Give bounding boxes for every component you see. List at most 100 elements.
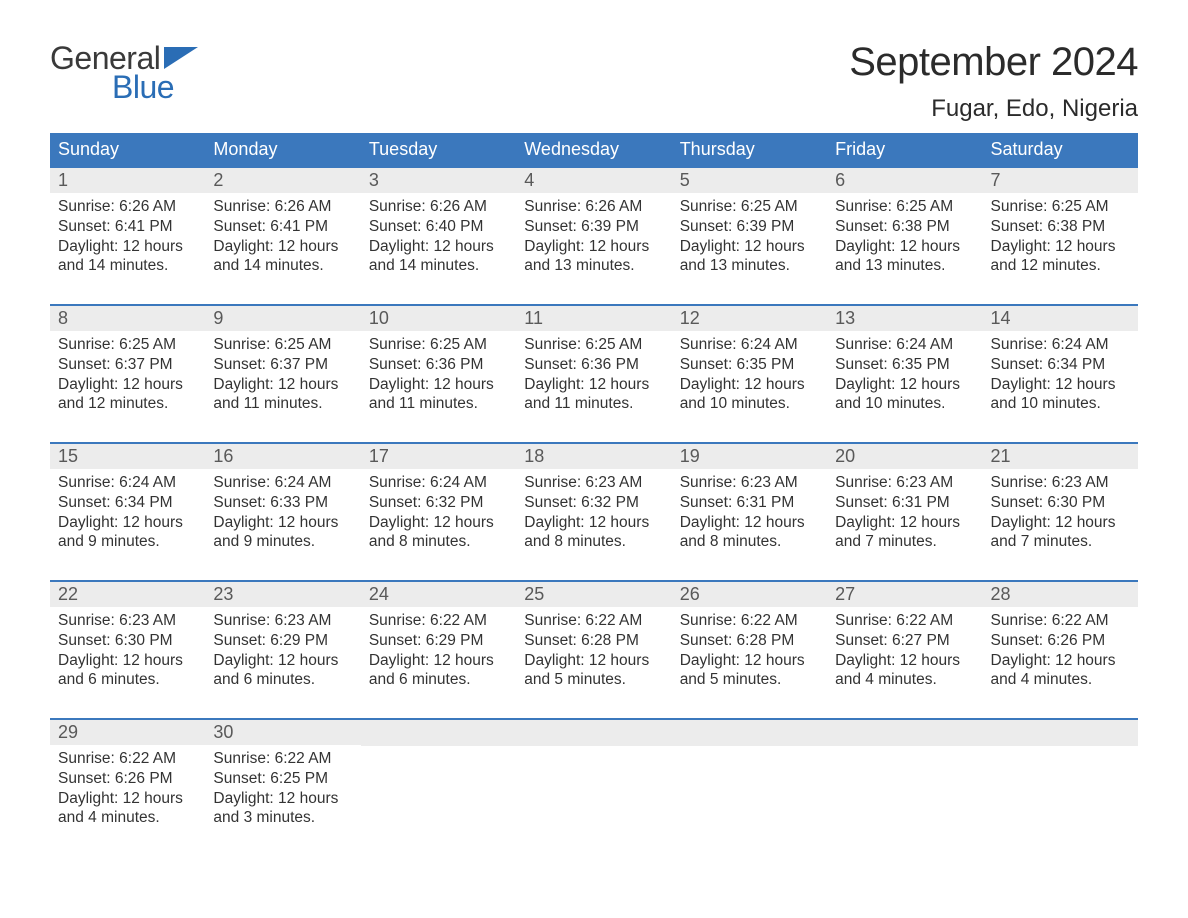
sunset-line: Sunset: 6:36 PM: [524, 355, 663, 375]
sunset-line: Sunset: 6:26 PM: [991, 631, 1130, 651]
daylight-line-1: Daylight: 12 hours: [213, 375, 352, 395]
day-number: 7: [983, 168, 1138, 193]
day-cell: [672, 720, 827, 842]
sunrise-line: Sunrise: 6:23 AM: [213, 611, 352, 631]
daylight-line-1: Daylight: 12 hours: [213, 789, 352, 809]
sunrise-line: Sunrise: 6:23 AM: [991, 473, 1130, 493]
day-number: [516, 720, 671, 746]
sunset-line: Sunset: 6:34 PM: [58, 493, 197, 513]
daylight-line-1: Daylight: 12 hours: [58, 375, 197, 395]
day-number: 6: [827, 168, 982, 193]
sunset-line: Sunset: 6:30 PM: [991, 493, 1130, 513]
daylight-line-2: and 13 minutes.: [680, 256, 819, 276]
sunrise-line: Sunrise: 6:25 AM: [835, 197, 974, 217]
day-body: Sunrise: 6:22 AMSunset: 6:29 PMDaylight:…: [361, 607, 516, 698]
daylight-line-2: and 5 minutes.: [524, 670, 663, 690]
header: General Blue September 2024 Fugar, Edo, …: [50, 40, 1138, 123]
sunrise-line: Sunrise: 6:22 AM: [991, 611, 1130, 631]
dow-cell: Saturday: [983, 133, 1138, 166]
day-cell: 13Sunrise: 6:24 AMSunset: 6:35 PMDayligh…: [827, 306, 982, 428]
day-number: 22: [50, 582, 205, 607]
sunrise-line: Sunrise: 6:24 AM: [835, 335, 974, 355]
day-body: Sunrise: 6:23 AMSunset: 6:32 PMDaylight:…: [516, 469, 671, 560]
day-cell: 7Sunrise: 6:25 AMSunset: 6:38 PMDaylight…: [983, 168, 1138, 290]
sunrise-line: Sunrise: 6:25 AM: [213, 335, 352, 355]
daylight-line-2: and 12 minutes.: [991, 256, 1130, 276]
daylight-line-1: Daylight: 12 hours: [369, 651, 508, 671]
day-body: Sunrise: 6:24 AMSunset: 6:34 PMDaylight:…: [50, 469, 205, 560]
day-cell: 2Sunrise: 6:26 AMSunset: 6:41 PMDaylight…: [205, 168, 360, 290]
sunrise-line: Sunrise: 6:24 AM: [58, 473, 197, 493]
sunrise-line: Sunrise: 6:24 AM: [991, 335, 1130, 355]
day-body: Sunrise: 6:24 AMSunset: 6:35 PMDaylight:…: [827, 331, 982, 422]
daylight-line-2: and 10 minutes.: [835, 394, 974, 414]
sunrise-line: Sunrise: 6:26 AM: [213, 197, 352, 217]
day-body: Sunrise: 6:22 AMSunset: 6:26 PMDaylight:…: [50, 745, 205, 836]
day-cell: 18Sunrise: 6:23 AMSunset: 6:32 PMDayligh…: [516, 444, 671, 566]
day-body: Sunrise: 6:23 AMSunset: 6:31 PMDaylight:…: [827, 469, 982, 560]
sunset-line: Sunset: 6:34 PM: [991, 355, 1130, 375]
daylight-line-2: and 5 minutes.: [680, 670, 819, 690]
sunset-line: Sunset: 6:36 PM: [369, 355, 508, 375]
dow-cell: Thursday: [672, 133, 827, 166]
sunset-line: Sunset: 6:41 PM: [213, 217, 352, 237]
sunset-line: Sunset: 6:32 PM: [524, 493, 663, 513]
day-cell: 4Sunrise: 6:26 AMSunset: 6:39 PMDaylight…: [516, 168, 671, 290]
daylight-line-2: and 4 minutes.: [835, 670, 974, 690]
day-cell: [361, 720, 516, 842]
sunset-line: Sunset: 6:31 PM: [835, 493, 974, 513]
sunrise-line: Sunrise: 6:26 AM: [369, 197, 508, 217]
sunrise-line: Sunrise: 6:25 AM: [58, 335, 197, 355]
calendar-week: 29Sunrise: 6:22 AMSunset: 6:26 PMDayligh…: [50, 718, 1138, 842]
sunset-line: Sunset: 6:37 PM: [58, 355, 197, 375]
daylight-line-1: Daylight: 12 hours: [58, 789, 197, 809]
daylight-line-1: Daylight: 12 hours: [835, 651, 974, 671]
day-cell: 10Sunrise: 6:25 AMSunset: 6:36 PMDayligh…: [361, 306, 516, 428]
daylight-line-1: Daylight: 12 hours: [369, 375, 508, 395]
flag-icon: [164, 47, 198, 69]
daylight-line-1: Daylight: 12 hours: [369, 237, 508, 257]
day-cell: 27Sunrise: 6:22 AMSunset: 6:27 PMDayligh…: [827, 582, 982, 704]
day-cell: [516, 720, 671, 842]
daylight-line-1: Daylight: 12 hours: [524, 513, 663, 533]
dow-cell: Monday: [205, 133, 360, 166]
day-number: 13: [827, 306, 982, 331]
day-cell: 29Sunrise: 6:22 AMSunset: 6:26 PMDayligh…: [50, 720, 205, 842]
day-number: 26: [672, 582, 827, 607]
daylight-line-2: and 9 minutes.: [58, 532, 197, 552]
day-number: 1: [50, 168, 205, 193]
sunrise-line: Sunrise: 6:25 AM: [369, 335, 508, 355]
daylight-line-2: and 9 minutes.: [213, 532, 352, 552]
sunrise-line: Sunrise: 6:22 AM: [58, 749, 197, 769]
day-cell: 16Sunrise: 6:24 AMSunset: 6:33 PMDayligh…: [205, 444, 360, 566]
daylight-line-2: and 13 minutes.: [835, 256, 974, 276]
sunset-line: Sunset: 6:28 PM: [680, 631, 819, 651]
daylight-line-2: and 10 minutes.: [991, 394, 1130, 414]
sunset-line: Sunset: 6:26 PM: [58, 769, 197, 789]
sunrise-line: Sunrise: 6:23 AM: [58, 611, 197, 631]
location-text: Fugar, Edo, Nigeria: [849, 95, 1138, 123]
day-body: Sunrise: 6:23 AMSunset: 6:30 PMDaylight:…: [50, 607, 205, 698]
calendar: SundayMondayTuesdayWednesdayThursdayFrid…: [50, 133, 1138, 842]
sunrise-line: Sunrise: 6:26 AM: [524, 197, 663, 217]
sunrise-line: Sunrise: 6:24 AM: [213, 473, 352, 493]
daylight-line-1: Daylight: 12 hours: [524, 651, 663, 671]
day-number: 14: [983, 306, 1138, 331]
day-number: 30: [205, 720, 360, 745]
day-number: 24: [361, 582, 516, 607]
daylight-line-1: Daylight: 12 hours: [58, 651, 197, 671]
day-number: 18: [516, 444, 671, 469]
sunrise-line: Sunrise: 6:22 AM: [524, 611, 663, 631]
day-number: [827, 720, 982, 746]
day-cell: 17Sunrise: 6:24 AMSunset: 6:32 PMDayligh…: [361, 444, 516, 566]
day-cell: [983, 720, 1138, 842]
month-title: September 2024: [849, 40, 1138, 85]
day-body: Sunrise: 6:23 AMSunset: 6:31 PMDaylight:…: [672, 469, 827, 560]
sunrise-line: Sunrise: 6:24 AM: [369, 473, 508, 493]
daylight-line-1: Daylight: 12 hours: [524, 237, 663, 257]
sunrise-line: Sunrise: 6:22 AM: [369, 611, 508, 631]
day-body: Sunrise: 6:26 AMSunset: 6:39 PMDaylight:…: [516, 193, 671, 284]
day-number: 15: [50, 444, 205, 469]
day-cell: 23Sunrise: 6:23 AMSunset: 6:29 PMDayligh…: [205, 582, 360, 704]
daylight-line-2: and 13 minutes.: [524, 256, 663, 276]
